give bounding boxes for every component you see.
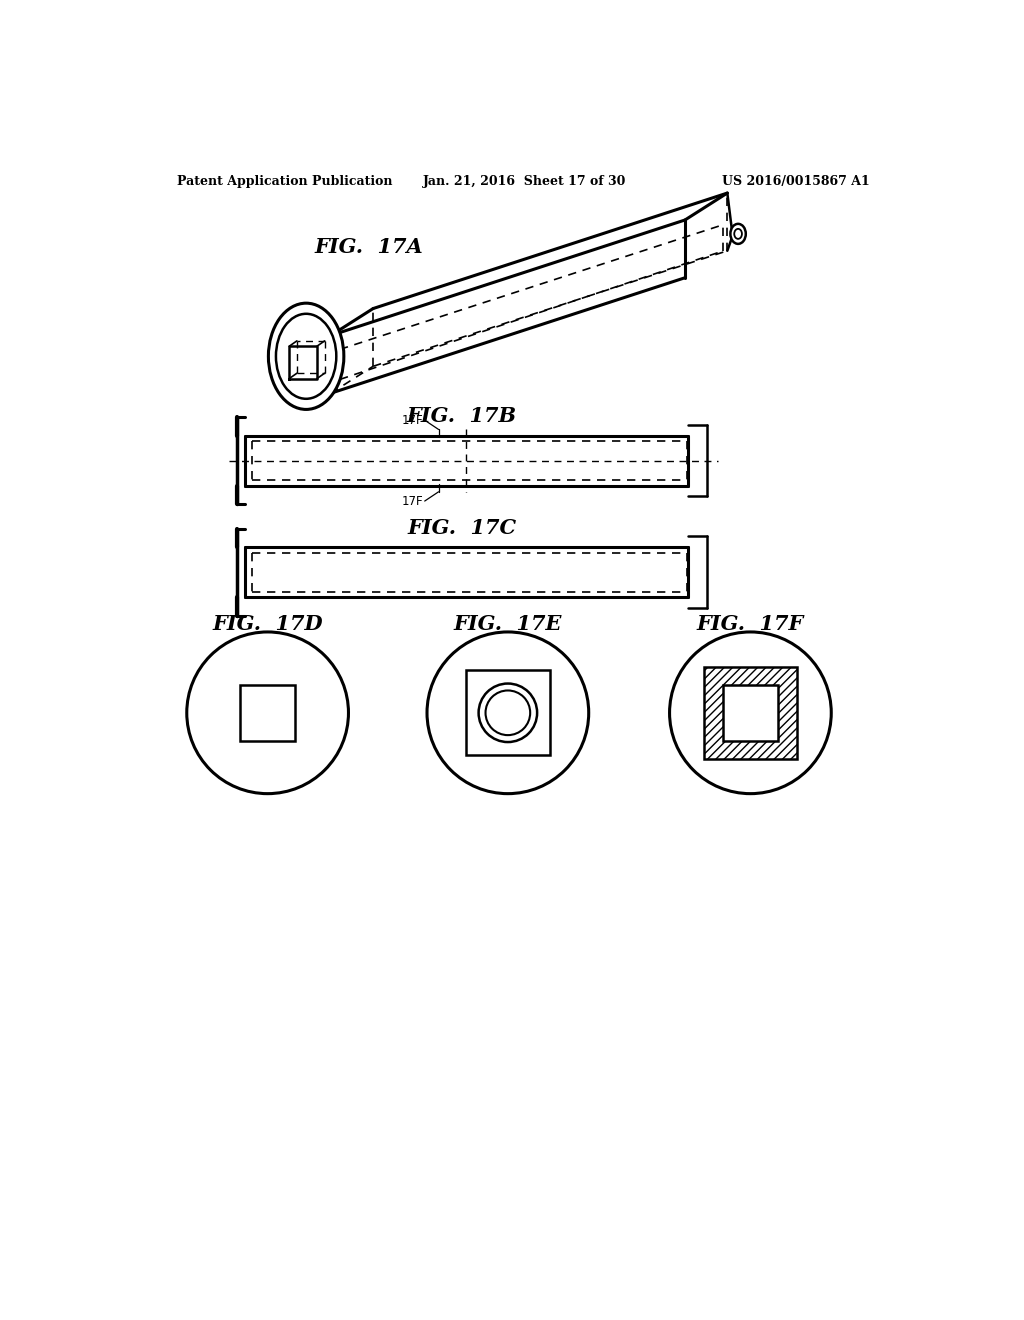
- Text: FIG.  17F: FIG. 17F: [696, 614, 804, 634]
- Text: FIG.  17B: FIG. 17B: [407, 407, 517, 426]
- Ellipse shape: [478, 684, 538, 742]
- Text: FIG.  17E: FIG. 17E: [454, 614, 562, 634]
- Text: US 2016/0015867 A1: US 2016/0015867 A1: [722, 176, 869, 187]
- Text: FIG.  17A: FIG. 17A: [315, 238, 424, 257]
- Text: FIG.  17D: FIG. 17D: [212, 614, 323, 634]
- Ellipse shape: [427, 632, 589, 793]
- Ellipse shape: [734, 228, 742, 239]
- Bar: [705, 667, 797, 759]
- Bar: [723, 685, 778, 741]
- Text: FIG.  17C: FIG. 17C: [408, 517, 516, 539]
- Ellipse shape: [730, 224, 745, 244]
- Ellipse shape: [485, 690, 530, 735]
- Ellipse shape: [670, 632, 831, 793]
- Text: Jan. 21, 2016  Sheet 17 of 30: Jan. 21, 2016 Sheet 17 of 30: [423, 176, 627, 187]
- Text: 17F: 17F: [401, 413, 423, 426]
- Text: Patent Application Publication: Patent Application Publication: [177, 176, 392, 187]
- Ellipse shape: [186, 632, 348, 793]
- Ellipse shape: [268, 304, 344, 409]
- Text: 17F: 17F: [401, 495, 423, 508]
- Bar: [240, 685, 295, 741]
- Bar: [466, 671, 550, 755]
- Ellipse shape: [275, 314, 336, 399]
